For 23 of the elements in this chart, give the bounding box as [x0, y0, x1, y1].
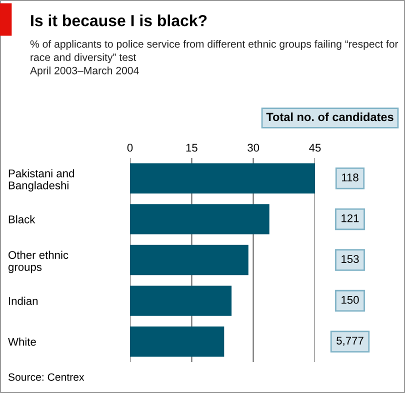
chart-title: Is it because I is black? — [31, 14, 207, 26]
chart-subtitle: % of applicants to police service from different ethnic groups failing “respect for race and diversity” test April 2003–March 2004 — [30, 40, 398, 76]
y-tick-label: Black — [8, 215, 36, 224]
x-tick-label: 45 — [309, 144, 321, 152]
bar — [130, 326, 224, 357]
text: 150 — [342, 296, 359, 304]
text: 153 — [342, 255, 359, 263]
text: Total no. of candidates — [266, 112, 394, 122]
bar — [130, 163, 315, 194]
text: 118 — [342, 174, 358, 182]
x-tick-label: 15 — [186, 144, 198, 152]
text: 121 — [342, 214, 359, 222]
y-tick-label: Other ethnic groups — [8, 250, 68, 274]
y-tick-label: Indian — [9, 296, 38, 305]
bar — [130, 244, 248, 276]
text: 5,777 — [336, 336, 364, 346]
y-tick-label: White — [8, 338, 36, 346]
bar — [130, 204, 270, 234]
x-tick-label: 30 — [248, 144, 260, 152]
x-tick-label: 0 — [127, 144, 133, 152]
source-note: Source: Centrex — [8, 373, 84, 381]
bar — [130, 286, 232, 316]
y-tick-label: Pakistani and Bangladeshi — [8, 169, 74, 192]
